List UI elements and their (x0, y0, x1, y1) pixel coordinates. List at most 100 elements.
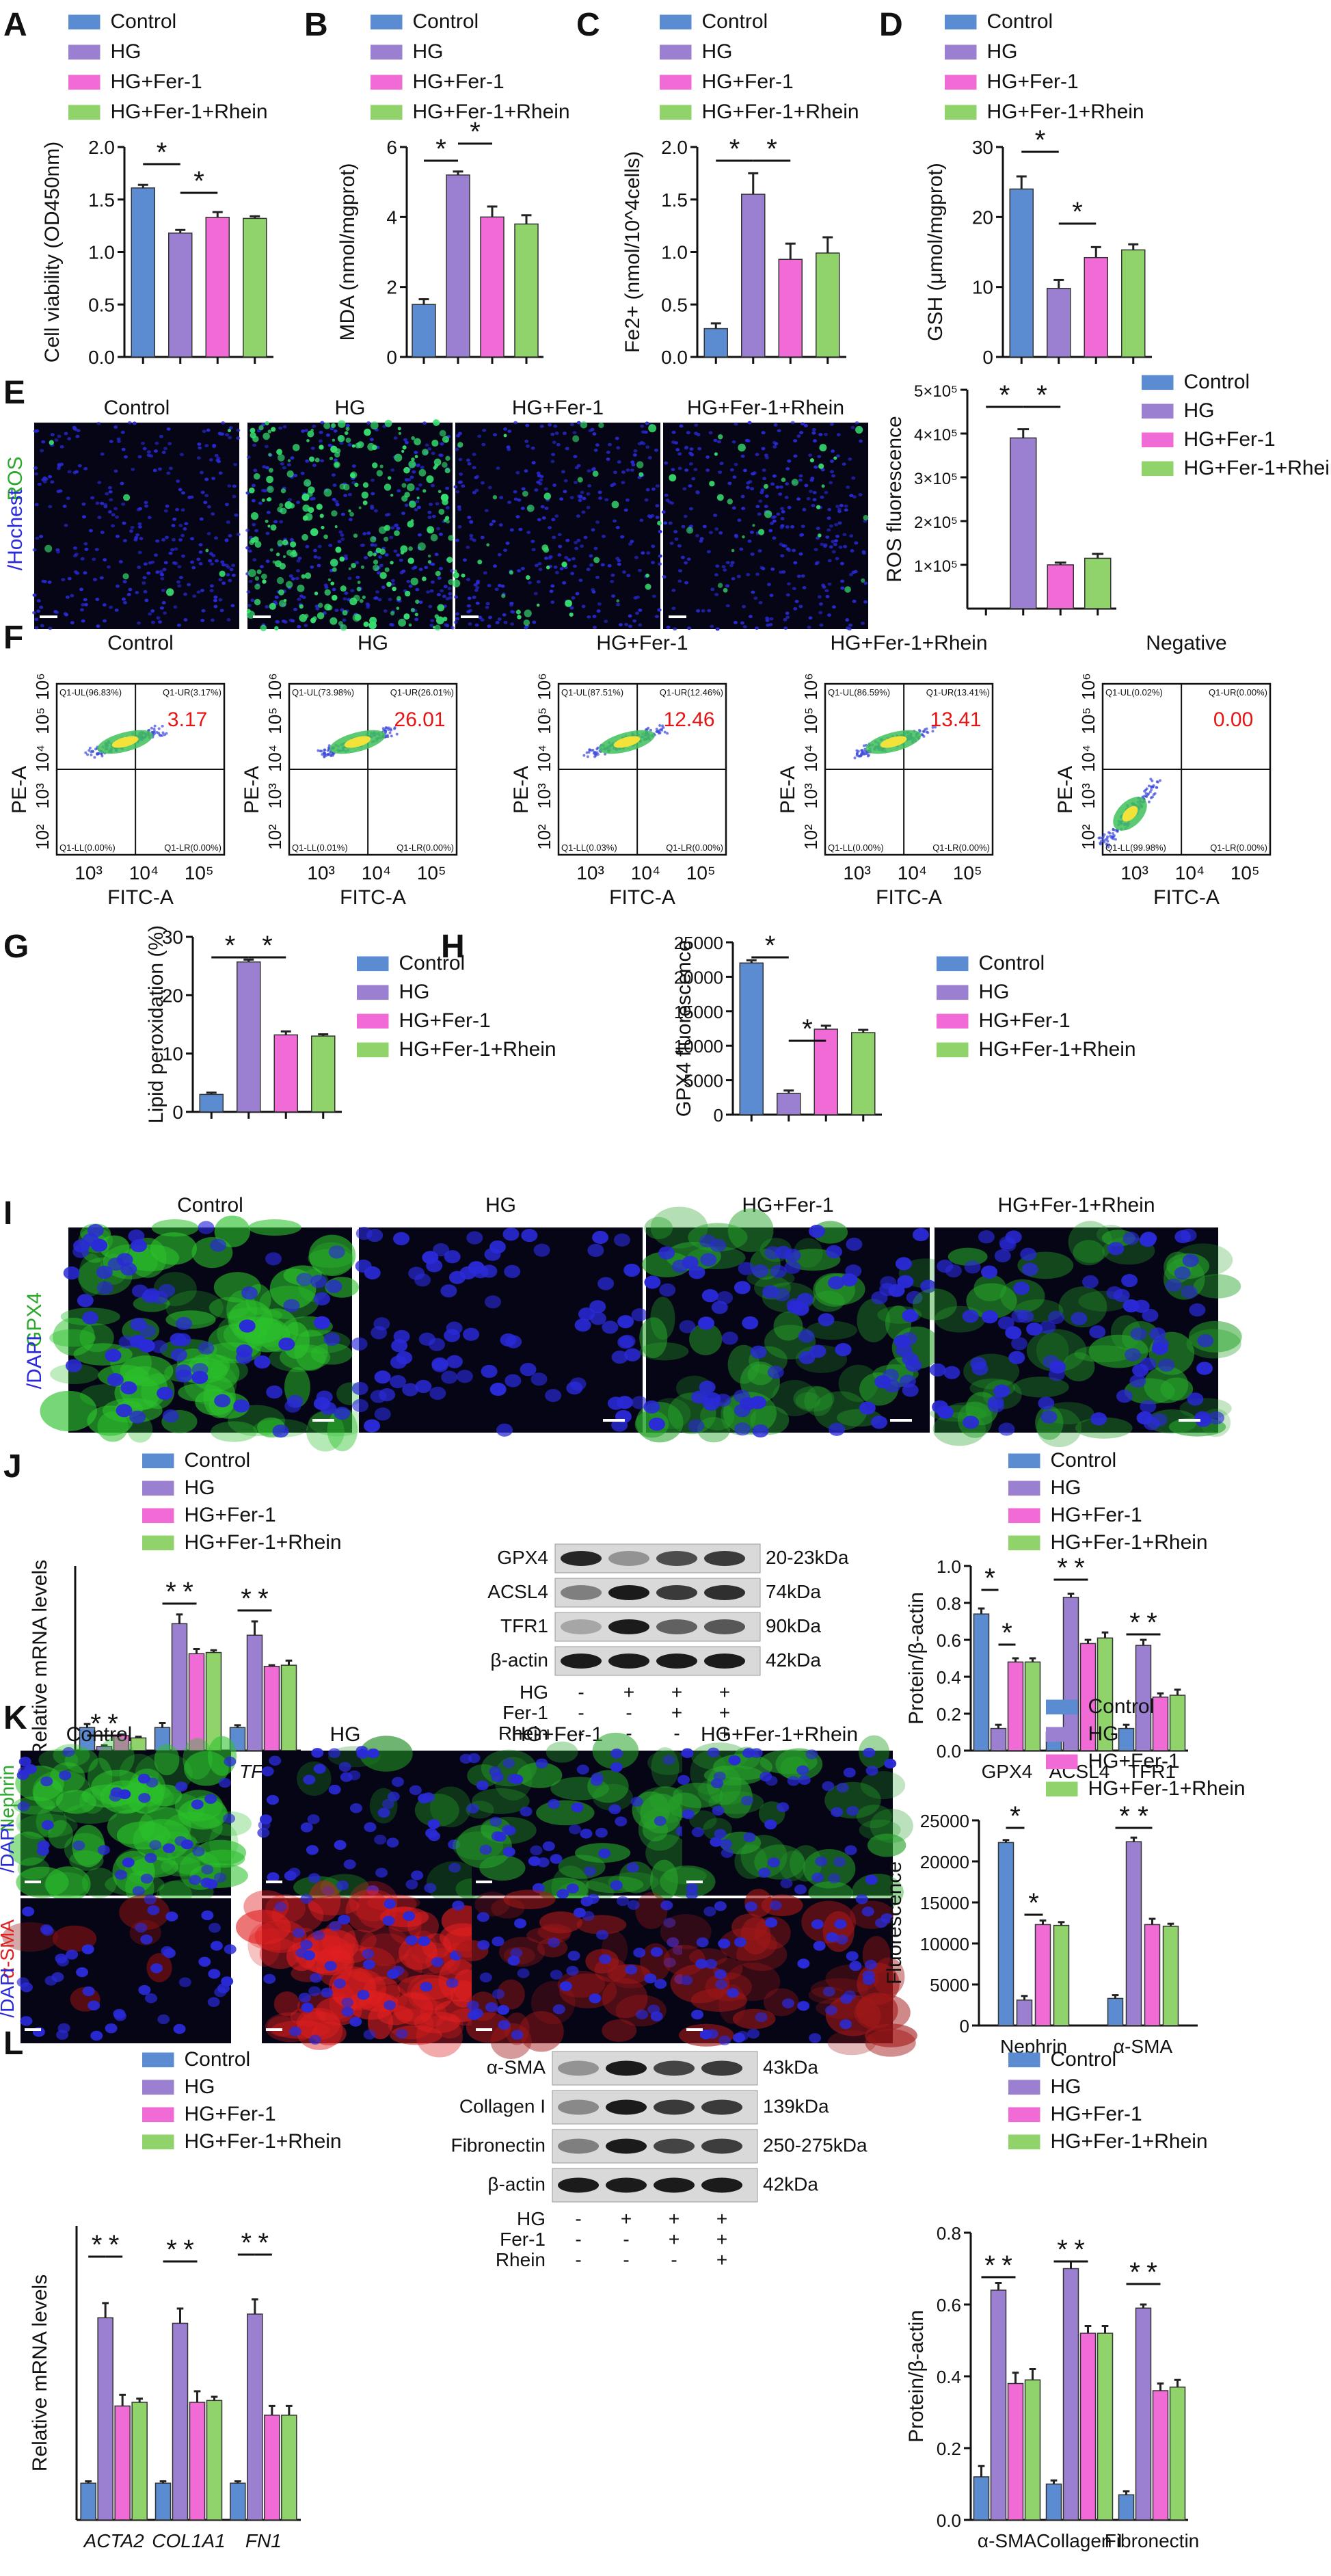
nucleus (236, 436, 241, 440)
ros-signal (349, 512, 354, 517)
nucleus (328, 1245, 345, 1259)
nucleus (1020, 1247, 1037, 1261)
ros-signal (446, 557, 453, 563)
nucleus (209, 589, 214, 593)
nucleus (777, 429, 781, 433)
nucleus (393, 1232, 410, 1245)
nucleus (498, 2019, 511, 2030)
flow-event (931, 726, 935, 729)
nucleus (518, 527, 523, 531)
blot-band (704, 1654, 745, 1669)
nucleus (818, 433, 823, 436)
nucleus (212, 444, 217, 449)
ros-signal (268, 453, 272, 457)
treatment-label: Fer-1 (500, 2229, 546, 2250)
nucleus (176, 1369, 193, 1383)
nucleus (198, 543, 203, 547)
nucleus (842, 462, 846, 466)
bar-J-protein (990, 1727, 1007, 1751)
nucleus (758, 1868, 771, 1878)
nucleus (1194, 1411, 1211, 1424)
nucleus (993, 1384, 1010, 1398)
ros-signal (327, 578, 332, 582)
flow-y-tick: 10² (32, 824, 53, 850)
nucleus (144, 598, 149, 602)
ros-signal (645, 573, 650, 578)
ros-signal (392, 586, 396, 592)
nucleus (174, 1835, 187, 1846)
nucleus (532, 620, 537, 624)
flow-event (157, 727, 161, 730)
ros-signal (716, 494, 724, 501)
nucleus (347, 576, 352, 581)
flow-x-tick: 10⁵ (686, 862, 716, 884)
column-header-I: Control (177, 1194, 243, 1217)
nucleus (548, 423, 552, 427)
nucleus (502, 1846, 515, 1857)
nucleus (565, 447, 569, 451)
nucleus (47, 581, 52, 584)
cell-stain (246, 1322, 291, 1347)
nucleus (425, 443, 429, 447)
nucleus (224, 503, 229, 507)
nucleus (396, 553, 401, 557)
nucleus (280, 462, 284, 466)
nucleus (803, 424, 808, 427)
nucleus (338, 530, 343, 534)
nucleus (161, 537, 166, 542)
ros-signal (486, 543, 489, 547)
nucleus (619, 1334, 636, 1348)
nucleus (586, 505, 591, 509)
cell-stain (806, 1320, 858, 1340)
blot-band (654, 2177, 695, 2193)
nucleus (176, 580, 180, 584)
nucleus (733, 620, 738, 624)
flow-x-tick: 10⁵ (1231, 862, 1260, 884)
nucleus (855, 421, 859, 425)
blot-band (608, 1585, 649, 1600)
nucleus (574, 541, 578, 544)
treatment-mark: - (626, 1723, 632, 1744)
legend-swatch-j2 (1008, 1480, 1040, 1496)
bar-L-protein (1079, 2333, 1097, 2521)
flow-peak (111, 736, 139, 748)
nucleus (129, 1410, 146, 1424)
nucleus (252, 483, 256, 488)
nucleus (273, 520, 278, 524)
nucleus (349, 1803, 362, 1814)
nucleus (159, 606, 164, 610)
nucleus (422, 1251, 439, 1264)
nucleus (834, 522, 839, 527)
nucleus (837, 509, 842, 514)
ros-signal (454, 569, 457, 573)
flow-event (853, 756, 857, 760)
nucleus (325, 1279, 342, 1293)
nucleus (150, 1963, 163, 1974)
nucleus (801, 422, 805, 426)
ros-signal (477, 559, 483, 565)
nucleus (631, 463, 636, 466)
nucleus (122, 580, 127, 584)
treatment-mark: + (623, 1682, 634, 1703)
nucleus (691, 1390, 708, 1404)
nucleus (303, 1775, 316, 1785)
bar-L-protein (1169, 2387, 1186, 2521)
cell-stain (183, 1751, 229, 1786)
ros-signal (453, 572, 459, 579)
nucleus (480, 535, 485, 540)
nucleus (494, 587, 499, 592)
ros-signal (427, 528, 432, 533)
nucleus (446, 1978, 459, 1989)
nucleus (312, 464, 317, 467)
nucleus (747, 421, 752, 425)
ros-signal (356, 587, 362, 592)
nucleus (392, 1965, 405, 1976)
ros-signal (577, 477, 583, 483)
bar-H (814, 1028, 838, 1115)
nucleus (180, 554, 185, 558)
nucleus (40, 449, 44, 453)
nucleus (408, 1266, 425, 1280)
nucleus (783, 626, 788, 630)
nucleus (143, 589, 148, 594)
nucleus (81, 502, 86, 506)
